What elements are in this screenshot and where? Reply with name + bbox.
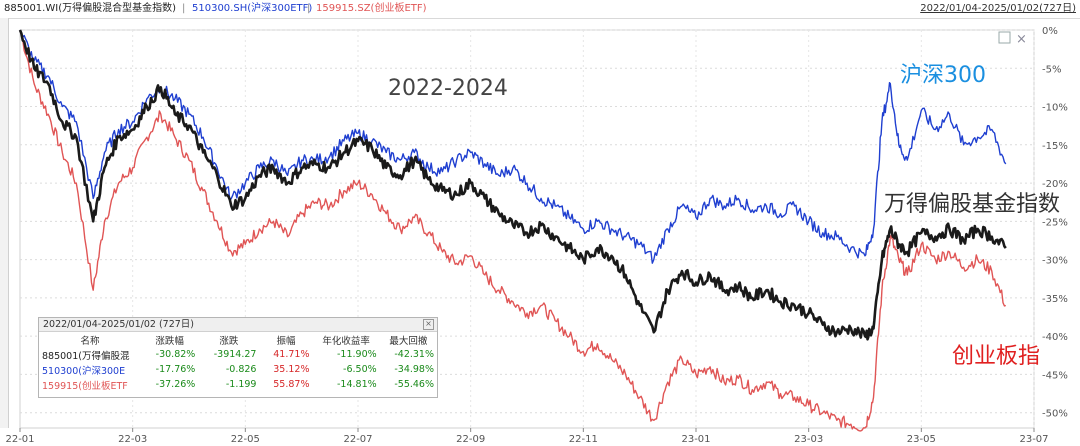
y-tick-label: 0%	[1042, 26, 1058, 37]
x-tick-label: 22-09	[456, 434, 485, 445]
stats-table: 名称 涨跌幅 涨跌 振幅 年化收益率 最大回撤 885001(万得偏股混 -30…	[39, 332, 437, 392]
stats-panel: 2022/01/04-2025/01/02 (727日) × 名称 涨跌幅 涨跌…	[38, 317, 438, 398]
stats-panel-header: 2022/01/04-2025/01/02 (727日) ×	[39, 318, 437, 332]
x-axis-ticks: 22-01 22-03 22-05 22-07 22-09 22-11 23-01 23-03…	[5, 428, 1049, 445]
y-tick-label: -5%	[1042, 64, 1061, 75]
cell-amplitude: 35.12%	[273, 364, 310, 375]
col-header: 最大回撤	[389, 335, 428, 347]
x-tick-label: 22-01	[5, 434, 34, 445]
x-tick-label: 22-11	[569, 434, 598, 445]
series-header-item-1[interactable]: 510300.SH(沪深300ETF)	[192, 3, 313, 14]
y-tick-label: -35%	[1042, 294, 1068, 305]
col-header: 年化收益率	[322, 335, 370, 347]
row-name: 510300(沪深300E	[42, 365, 126, 377]
close-icon[interactable]: ×	[423, 319, 434, 330]
col-header: 振幅	[276, 335, 296, 347]
col-header: 涨跌幅	[155, 335, 184, 347]
annotation-period: 2022-2024	[388, 76, 508, 101]
series-header-sep-0: |	[182, 3, 186, 14]
y-tick-label: -30%	[1042, 256, 1068, 267]
cell-max-dd: -55.46%	[394, 379, 434, 390]
y-axis-ticks: 0% -5% -10% -15% -20% -25% -30% -35% -40% -45% -50…	[1042, 26, 1068, 420]
y-tick-label: -25%	[1042, 217, 1068, 228]
cell-change-pct: -37.26%	[155, 379, 196, 390]
y-tick-label: -10%	[1042, 103, 1068, 114]
series-header-sep-1: |	[307, 3, 311, 14]
x-tick-label: 23-05	[907, 434, 936, 445]
stats-panel-title: 2022/01/04-2025/01/02 (727日)	[43, 319, 195, 330]
row-name: 159915(创业板ETF	[42, 380, 128, 392]
series-header-item-0[interactable]: 885001.WI(万得偏股混合型基金指数)	[4, 3, 176, 14]
close-icon[interactable]: ×	[1016, 32, 1027, 47]
chart-toolbar: ×	[998, 31, 1027, 47]
table-row[interactable]: 510300(沪深300E -17.76% -0.826 35.12% -6.5…	[39, 362, 437, 377]
camera-icon[interactable]	[998, 31, 1011, 44]
table-row[interactable]: 885001(万得偏股混 -30.82% -3914.27 41.71% -11…	[39, 347, 437, 362]
cell-amplitude: 41.71%	[273, 349, 310, 360]
x-tick-label: 23-07	[1019, 434, 1048, 445]
table-row[interactable]: 159915(创业板ETF -37.26% -1.199 55.87% -14.…	[39, 377, 437, 392]
annotation-hs300: 沪深300	[900, 63, 986, 88]
y-tick-label: -20%	[1042, 179, 1068, 190]
x-tick-label: 22-03	[118, 434, 147, 445]
cell-max-dd: -34.98%	[394, 364, 434, 375]
cell-change-pct: -30.82%	[155, 349, 196, 360]
stats-table-header: 名称 涨跌幅 涨跌 振幅 年化收益率 最大回撤	[39, 332, 437, 347]
cell-change: -1.199	[225, 379, 257, 390]
cell-change-pct: -17.76%	[155, 364, 196, 375]
cell-amplitude: 55.87%	[273, 379, 310, 390]
cell-change: -3914.27	[213, 349, 257, 360]
cell-annual: -11.90%	[337, 349, 377, 360]
x-tick-label: 22-05	[231, 434, 260, 445]
cell-annual: -6.50%	[343, 364, 377, 375]
series-header: 885001.WI(万得偏股混合型基金指数) | 510300.SH(沪深300…	[0, 0, 1080, 19]
cell-max-dd: -42.31%	[394, 349, 434, 360]
y-tick-label: -50%	[1042, 409, 1068, 420]
col-header: 涨跌	[219, 335, 239, 347]
series-line	[19, 29, 1006, 432]
x-tick-label: 22-07	[343, 434, 372, 445]
series-line	[18, 29, 1007, 341]
cell-change: -0.826	[225, 364, 257, 375]
cell-annual: -14.81%	[337, 379, 377, 390]
y-tick-label: -15%	[1042, 141, 1068, 152]
annotation-wind: 万得偏股基金指数	[884, 192, 1061, 217]
date-range-link[interactable]: 2022/01/04-2025/01/02(727日)	[920, 3, 1076, 14]
left-toolbar[interactable]	[0, 18, 9, 428]
series-header-item-2[interactable]: 159915.SZ(创业板ETF)	[316, 3, 427, 14]
col-header: 名称	[80, 335, 100, 347]
annotation-cyb: 创业板指	[952, 344, 1041, 369]
row-name: 885001(万得偏股混	[42, 350, 130, 362]
y-tick-label: -45%	[1042, 370, 1068, 381]
x-tick-label: 23-01	[681, 434, 710, 445]
chart-series	[18, 29, 1007, 432]
series-line	[19, 29, 1007, 264]
y-tick-label: -40%	[1042, 332, 1068, 343]
x-tick-label: 23-03	[794, 434, 823, 445]
